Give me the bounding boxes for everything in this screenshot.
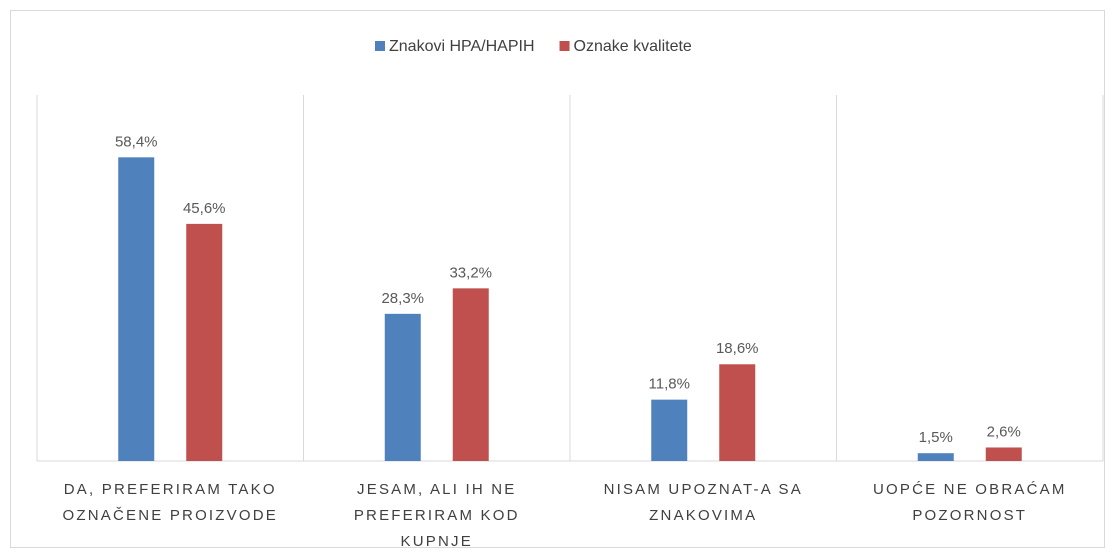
- data-label: 1,5%: [919, 429, 953, 446]
- data-label: 18,6%: [716, 340, 759, 357]
- x-tick-label: DA, PREFERIRAM TAKO OZNAČENE PROIZVODE: [63, 481, 278, 524]
- bar: [651, 399, 688, 461]
- x-tick-label: JESAM, ALI IH NE PREFERIRAM KOD KUPNJE: [354, 481, 520, 550]
- data-label: 45,6%: [183, 200, 226, 217]
- x-tick-label: UOPĆE NE OBRAĆAM POZORNOST: [873, 481, 1067, 524]
- bar: [384, 313, 421, 461]
- data-label: 28,3%: [381, 290, 424, 307]
- bar: [452, 288, 489, 461]
- data-label: 58,4%: [115, 133, 158, 150]
- legend-label: Znakovi HPA/HAPIH: [389, 38, 535, 55]
- legend-swatch: [559, 41, 570, 51]
- data-label: 33,2%: [449, 264, 492, 281]
- chart-frame: [10, 10, 1105, 548]
- bar: [985, 447, 1022, 461]
- x-tick-label: NISAM UPOZNAT-A SA ZNAKOVIMA: [604, 481, 803, 524]
- legend-swatch: [375, 41, 385, 51]
- data-label: 11,8%: [649, 376, 690, 393]
- bar: [917, 453, 954, 461]
- legend-label: Oznake kvalitete: [574, 38, 692, 55]
- data-label: 2,6%: [987, 423, 1021, 440]
- bar: [719, 364, 756, 461]
- bar: [118, 157, 155, 461]
- bar: [186, 223, 223, 461]
